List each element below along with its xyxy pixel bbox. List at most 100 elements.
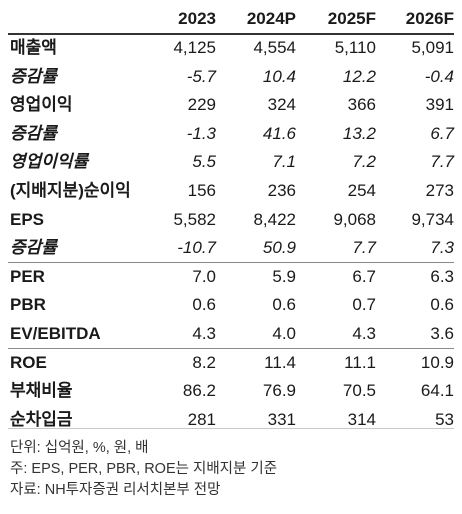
value-cell: 5,110 [334,38,376,57]
value-cell: -1.3 [186,123,216,143]
row-label: 부채비율 [10,381,73,401]
value-cell: 273 [425,180,454,200]
footer-rule [8,428,454,429]
table-row: PER 7.0 5.9 6.7 6.3 [8,263,454,292]
row-label: PER [10,266,45,286]
basis-note: 주: EPS, PER, PBR, ROE는 지배지분 기준 [10,461,278,477]
row-label: 증감률 [10,123,57,143]
value-cell: 281 [187,409,216,429]
value-cell: 12.2 [342,66,376,86]
row-label: 증감률 [10,238,57,258]
value-cell: 41.6 [262,123,296,143]
table-row: ROE 8.2 11.4 11.1 10.9 [8,349,454,378]
row-label: EV/EBITDA [10,323,101,343]
table-row: 매출액 4,125 4,554 5,110 5,091 [8,34,454,63]
value-cell: 0.6 [430,295,454,315]
footnotes: 단위: 십억원, %, 원, 배 주: EPS, PER, PBR, ROE는 … [10,438,277,501]
value-cell: 5,091 [411,38,454,57]
source-note: 자료: NH투자증권 리서치본부 전망 [10,482,221,498]
section-divider [8,348,454,349]
table-row: 증감률 -1.3 41.6 13.2 6.7 [8,120,454,149]
table-row: EPS 5,582 8,422 9,068 9,734 [8,206,454,235]
table-row: 증감률 -5.7 10.4 12.2 -0.4 [8,63,454,92]
value-cell: 366 [347,95,376,115]
table-row: (지배지분)순이익 156 236 254 273 [8,177,454,206]
value-cell: 86.2 [182,381,216,401]
value-cell: 10.9 [420,352,454,372]
value-cell: 6.3 [430,266,454,286]
value-cell: 8,422 [253,209,296,229]
value-cell: 324 [267,95,296,115]
value-cell: 7.2 [352,152,376,172]
section-divider [8,262,454,263]
value-cell: 4.0 [272,323,296,343]
value-cell: 9,734 [411,209,454,229]
row-label: ROE [10,352,47,372]
value-cell: 7.1 [272,152,296,172]
value-cell: 7.0 [192,266,216,286]
table-row: 순차입금 281 331 314 53 [8,406,454,435]
value-cell: 7.7 [430,152,454,172]
value-cell: 0.6 [272,295,296,315]
value-cell: -0.4 [424,66,454,86]
table-row: 영업이익 229 324 366 391 [8,91,454,120]
value-cell: 50.9 [262,238,296,258]
header-cell: 2024P [246,8,296,28]
header-row: 2023 2024P 2025F 2026F [8,4,454,34]
value-cell: 4,125 [173,38,216,57]
table-row: 증감률 -10.7 50.9 7.7 7.3 [8,234,454,263]
value-cell: 9,068 [333,209,376,229]
value-cell: 70.5 [342,381,376,401]
value-cell: 391 [425,95,454,115]
value-cell: 13.2 [342,123,376,143]
header-cell: 2026F [405,8,454,28]
row-label: EPS [10,209,45,229]
table-row: 영업이익률 5.5 7.1 7.2 7.7 [8,148,454,177]
value-cell: 3.6 [430,323,454,343]
value-cell: 11.4 [264,352,296,372]
value-cell: 229 [187,95,216,115]
value-cell: 4.3 [192,323,216,343]
value-cell: 4.3 [352,323,376,343]
header-rule [8,33,454,35]
row-label: 순차입금 [10,409,73,429]
value-cell: 5,582 [173,209,216,229]
value-cell: 5.5 [192,152,216,172]
value-cell: 0.6 [192,295,216,315]
table-row: EV/EBITDA 4.3 4.0 4.3 3.6 [8,320,454,349]
header-cell: 2025F [327,8,376,28]
table-row: 부채비율 86.2 76.9 70.5 64.1 [8,377,454,406]
value-cell: 254 [347,180,376,200]
value-cell: 331 [267,409,296,429]
row-label: (지배지분)순이익 [10,180,131,200]
value-cell: 314 [347,409,376,429]
value-cell: 76.9 [262,381,296,401]
value-cell: 11.1 [344,352,376,372]
row-label: 증감률 [10,66,57,86]
header-cell: 2023 [178,8,216,28]
value-cell: 7.7 [352,238,376,258]
value-cell: 0.7 [352,295,376,315]
value-cell: -5.7 [186,66,216,86]
value-cell: 10.4 [262,66,296,86]
value-cell: 8.2 [192,352,216,372]
value-cell: 4,554 [253,38,296,57]
row-label: 매출액 [10,38,57,57]
table-row: PBR 0.6 0.6 0.7 0.6 [8,291,454,320]
financial-table: 2023 2024P 2025F 2026F 매출액 4,125 4,554 5,11… [8,4,454,434]
value-cell: 7.3 [430,238,454,258]
value-cell: 53 [435,409,454,429]
row-label: 영업이익률 [10,152,89,172]
value-cell: 6.7 [430,123,454,143]
header-cell [8,4,148,34]
value-cell: 156 [187,180,216,200]
value-cell: 236 [267,180,296,200]
value-cell: 6.7 [352,266,376,286]
value-cell: 5.9 [272,266,296,286]
row-label: 영업이익 [10,95,73,115]
value-cell: 64.1 [420,381,454,401]
value-cell: -10.7 [177,238,216,258]
row-label: PBR [10,295,46,315]
unit-note: 단위: 십억원, %, 원, 배 [10,440,149,456]
